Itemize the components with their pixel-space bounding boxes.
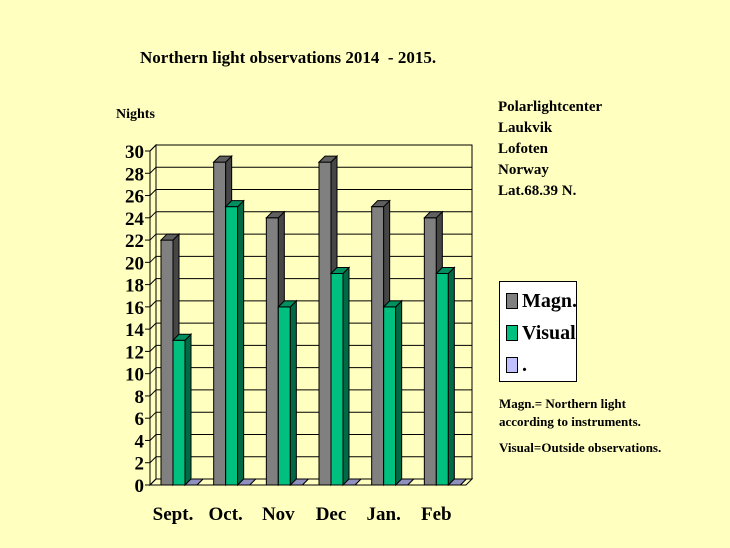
y-gridline	[149, 300, 472, 308]
bar	[435, 272, 449, 486]
y-tick-label: 2	[135, 454, 145, 475]
bar-top	[370, 200, 391, 208]
y-gridline	[149, 433, 472, 441]
bar-top	[423, 211, 444, 219]
legend-label: Magn.	[522, 289, 577, 312]
legend-label: .	[522, 353, 527, 376]
note-line: according to instruments.	[499, 414, 641, 429]
y-tick-label: 12	[125, 342, 144, 363]
station-info: Polarlightcenter Laukvik Lofoten Norway …	[498, 97, 602, 202]
bar-top	[317, 155, 339, 163]
y-gridline	[149, 456, 472, 464]
side-wall	[149, 143, 157, 487]
y-tick-label: 0	[135, 476, 145, 497]
x-tick-label: Jan.	[367, 504, 401, 525]
legend-item-magn: Magn.	[506, 288, 577, 314]
y-tick-label: 22	[125, 231, 144, 252]
y-gridline	[149, 478, 472, 486]
y-gridline	[149, 189, 472, 196]
y-gridline	[149, 211, 472, 219]
bar-top	[341, 478, 363, 486]
info-line: Lat.68.39 N.	[498, 183, 577, 199]
bar	[265, 217, 279, 486]
legend-swatch	[506, 357, 518, 373]
note-line: Visual=Outside observations.	[499, 440, 662, 455]
chart-legend: Magn. Visual .	[499, 281, 577, 382]
legend-swatch	[506, 325, 518, 341]
legend-item-visual: Visual	[506, 320, 576, 346]
bar-side	[447, 266, 455, 487]
legend-swatch	[506, 293, 518, 309]
bar-side	[289, 299, 297, 487]
bar-top	[171, 333, 193, 341]
legend-label: Visual	[522, 321, 576, 344]
bar-side	[395, 299, 403, 487]
info-line: Polarlightcenter	[498, 99, 603, 115]
bar-top	[236, 478, 257, 486]
bar	[225, 206, 239, 486]
bar	[330, 272, 344, 486]
y-gridline	[149, 367, 472, 375]
legend-item-dot: .	[506, 352, 527, 378]
bar-top	[289, 478, 310, 486]
y-tick-label: 8	[135, 387, 145, 408]
info-line: Norway	[498, 162, 549, 178]
bar-side	[342, 266, 350, 487]
bar	[371, 206, 385, 486]
y-axis-label: Nights	[116, 107, 155, 122]
y-gridline	[149, 278, 472, 285]
y-tick-label: 30	[125, 142, 144, 163]
x-tick-label: Nov	[262, 504, 295, 525]
bar	[383, 306, 397, 486]
y-tick-label: 14	[125, 320, 145, 341]
y-tick-label: 28	[125, 164, 144, 185]
bar	[423, 217, 437, 486]
y-gridline	[149, 166, 472, 174]
y-tick-label: 4	[135, 431, 145, 452]
y-gridline	[149, 389, 472, 397]
bar	[160, 239, 174, 486]
bar-top	[224, 200, 245, 208]
chart-title: Northern light observations 2014 - 2015.	[140, 48, 437, 67]
y-gridline	[149, 144, 472, 152]
bar-top	[183, 478, 205, 486]
y-tick-label: 18	[125, 276, 144, 297]
y-tick-label: 24	[125, 209, 145, 230]
bar-top	[159, 233, 181, 241]
bar-top	[329, 266, 351, 274]
x-tick-label: Feb	[421, 504, 452, 525]
y-gridline	[149, 411, 472, 419]
y-tick-label: 10	[125, 365, 144, 386]
bar-top	[277, 300, 298, 308]
y-gridline	[149, 233, 472, 241]
bar-side	[237, 199, 245, 487]
bar	[318, 161, 332, 486]
y-tick-label: 26	[125, 187, 144, 208]
x-tick-label: Sept.	[153, 504, 194, 525]
bar-side	[184, 333, 192, 487]
y-tick-label: 6	[135, 409, 145, 430]
bar-top	[435, 266, 456, 274]
y-gridline	[149, 344, 472, 352]
note-line: Magn.= Northern light	[499, 396, 626, 411]
bar-top	[394, 478, 415, 486]
bar-top	[265, 211, 286, 219]
y-gridline	[149, 322, 472, 330]
x-tick-label: Oct.	[209, 504, 243, 525]
bar	[172, 339, 186, 486]
x-tick-label: Dec	[316, 504, 347, 525]
y-gridline	[149, 255, 472, 263]
info-line: Laukvik	[498, 120, 553, 136]
y-tick-label: 16	[125, 298, 144, 319]
bar	[213, 161, 227, 486]
info-line: Lofoten	[498, 141, 548, 157]
y-tick-label: 20	[125, 253, 144, 274]
bar-top	[212, 155, 233, 163]
plot-back-wall	[155, 144, 473, 480]
chart-notes: Magn.= Northern light according to instr…	[499, 395, 661, 457]
bar-top	[382, 300, 403, 308]
bar-top	[447, 478, 468, 486]
bar	[277, 306, 291, 486]
